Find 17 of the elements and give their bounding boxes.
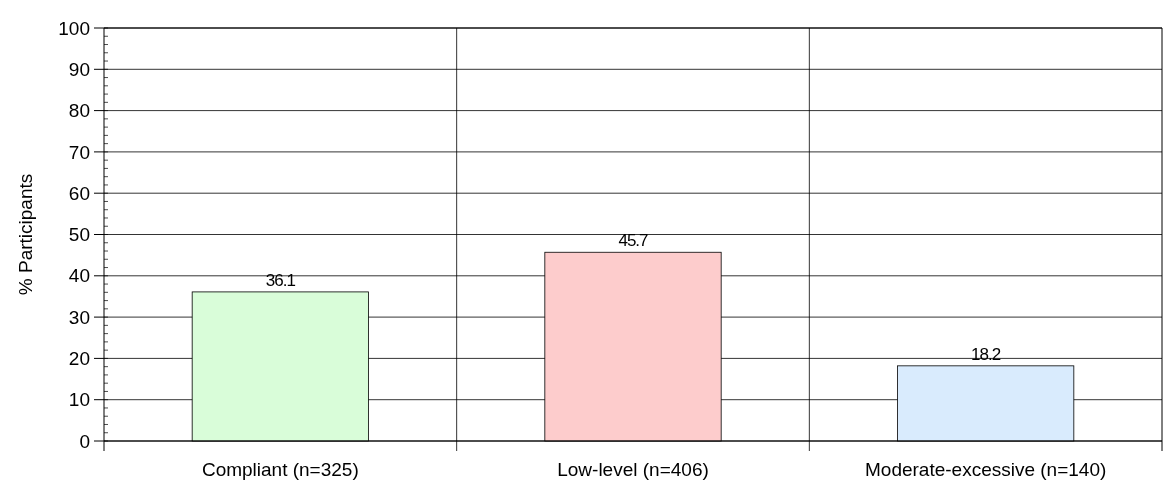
- y-tick-label: 10: [68, 389, 90, 411]
- y-tick-label: 20: [68, 348, 90, 370]
- x-tick-label: Low-level (n=406): [557, 459, 709, 480]
- y-tick-label: 90: [68, 58, 90, 80]
- y-tick-label: 50: [68, 224, 90, 246]
- y-tick-label: 30: [68, 306, 90, 328]
- data-label: 36.1: [265, 270, 296, 290]
- y-tick-label: 100: [58, 17, 90, 39]
- x-tick-label: Compliant (n=325): [201, 459, 359, 480]
- y-axis-title: % Participants: [15, 173, 36, 296]
- y-tick-label: 40: [68, 265, 90, 287]
- y-tick-label: 60: [68, 182, 90, 204]
- y-tick-label: 80: [68, 100, 90, 122]
- y-tick-label: 0: [79, 430, 90, 452]
- data-label: 45.7: [618, 231, 649, 251]
- y-tick-label: 70: [68, 141, 90, 163]
- x-tick-label: Moderate-excessive (n=140): [865, 459, 1107, 480]
